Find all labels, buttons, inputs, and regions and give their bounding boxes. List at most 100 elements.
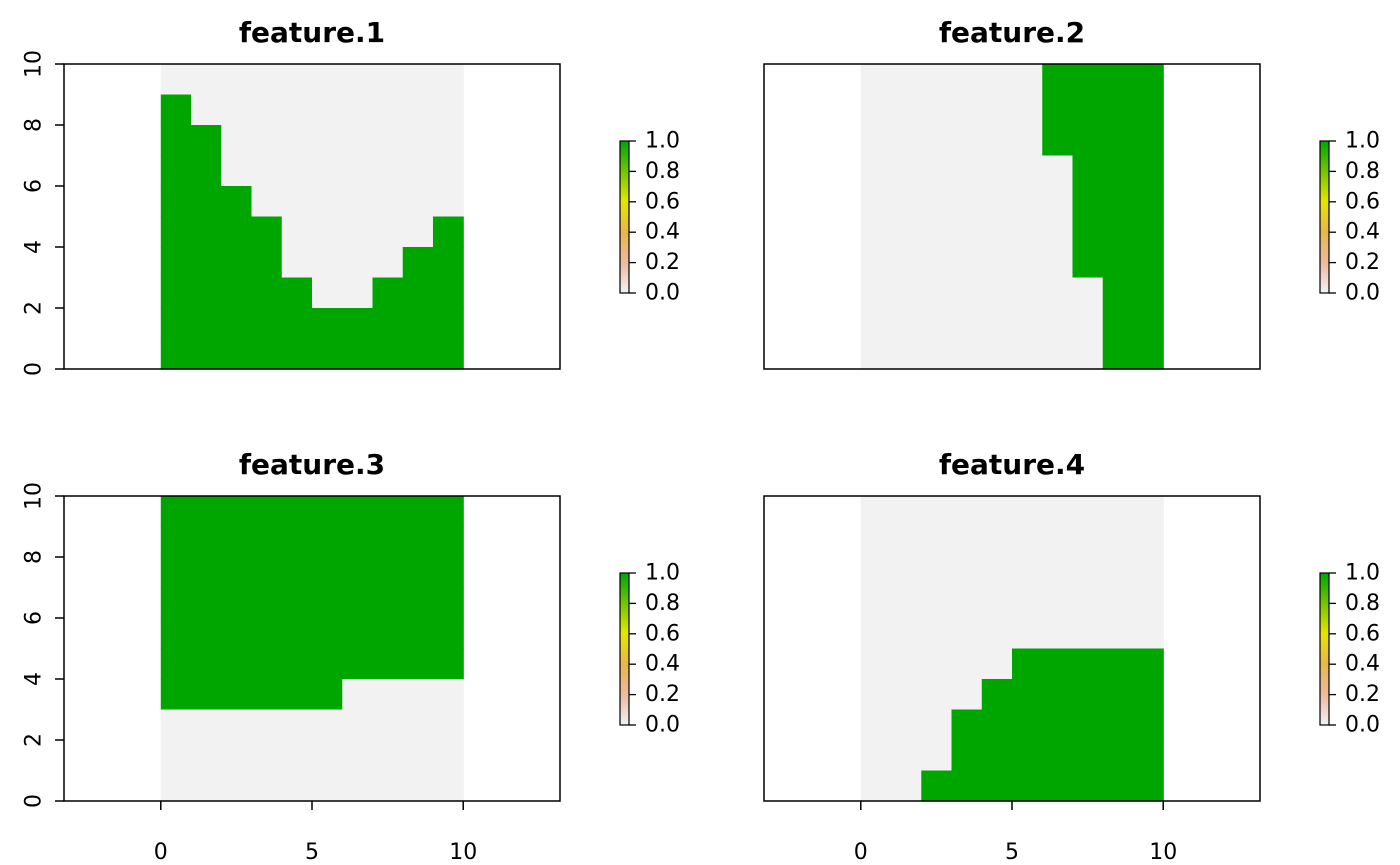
raster-cell — [372, 277, 404, 309]
raster-cell — [342, 94, 374, 126]
legend-label: 0.2 — [1345, 682, 1380, 707]
raster-cell — [191, 496, 222, 528]
raster-cell — [1042, 496, 1074, 528]
legend-colorbar — [1319, 140, 1330, 294]
raster-cell — [1072, 526, 1104, 558]
raster-cell — [951, 587, 983, 619]
raster-cell — [372, 618, 404, 650]
raster-cell — [1102, 496, 1134, 528]
raster-cell — [1042, 125, 1074, 157]
raster-cell — [432, 496, 464, 528]
raster-cell — [981, 277, 1013, 309]
raster-cell — [160, 338, 192, 370]
raster-cell — [432, 308, 464, 340]
raster-cell — [281, 277, 313, 309]
raster-cell — [372, 648, 404, 680]
raster-cell — [860, 125, 892, 157]
legend-label: 0.8 — [1345, 159, 1380, 184]
raster-cell — [860, 496, 892, 528]
raster-cell — [342, 557, 374, 589]
raster-cell — [432, 618, 464, 650]
legend-label: 0.8 — [1345, 591, 1380, 616]
raster-cell — [221, 277, 253, 309]
y-tick-label: 10 — [22, 482, 47, 510]
raster-cell — [191, 186, 222, 218]
raster-cell — [312, 740, 343, 772]
raster-cell — [432, 125, 464, 157]
raster-cell — [251, 247, 283, 279]
raster-cell — [1102, 618, 1134, 650]
raster-cell — [891, 648, 922, 680]
raster-cell — [160, 648, 192, 680]
raster-cell — [1102, 94, 1134, 126]
raster-cell — [312, 277, 343, 309]
raster-cell — [312, 338, 343, 370]
raster-cell — [191, 679, 222, 711]
color-legend: 1.0 0.8 0.6 0.4 0.2 0.0 — [1319, 129, 1380, 306]
raster-cell — [312, 125, 343, 157]
raster-cell — [951, 679, 983, 711]
raster-cell — [372, 740, 404, 772]
raster-cell — [402, 557, 434, 589]
raster-cell — [160, 770, 192, 802]
raster-cell — [312, 526, 343, 558]
raster-cell — [432, 94, 464, 126]
legend-label: 0.6 — [645, 621, 680, 646]
raster-cell — [191, 587, 222, 619]
raster-cell — [981, 557, 1013, 589]
raster-cell — [860, 770, 892, 802]
panel-2: feature.2 1.0 0.8 0.6 0.4 0.2 0.0 — [763, 16, 1380, 370]
raster-cell — [160, 709, 192, 741]
raster-cell — [312, 308, 343, 340]
raster-cell — [251, 155, 283, 187]
raster-cell — [860, 587, 892, 619]
legend-label: 1.0 — [1345, 561, 1380, 586]
raster-cell — [951, 618, 983, 650]
legend-colorbar — [619, 140, 630, 294]
raster-cell — [1042, 94, 1074, 126]
raster-cell — [342, 648, 374, 680]
raster-cell — [312, 587, 343, 619]
raster-cell — [251, 709, 283, 741]
y-axis: 0 2 4 6 8 10 — [22, 50, 64, 376]
raster-cell — [1012, 526, 1043, 558]
raster-cell — [1132, 770, 1164, 802]
raster-cell — [1072, 125, 1104, 157]
raster-cell — [432, 277, 464, 309]
raster-cell — [372, 186, 404, 218]
raster-cell — [1132, 338, 1164, 370]
legend-label: 0.2 — [645, 250, 680, 275]
raster-cell — [981, 247, 1013, 279]
raster-cell — [312, 247, 343, 279]
raster-cell — [860, 186, 892, 218]
panel-3: feature.3 0 2 4 6 8 10 0 5 10 1.0 0.8 0.6 0.4 0.2 0.0 — [22, 448, 681, 865]
raster-cell — [1132, 308, 1164, 340]
raster-cell — [221, 155, 253, 187]
raster-cell — [891, 125, 922, 157]
raster-cell — [221, 526, 253, 558]
raster-cell — [312, 94, 343, 126]
y-tick-label: 4 — [22, 240, 47, 254]
legend-label: 0.6 — [1345, 189, 1380, 214]
raster-cell — [281, 587, 313, 619]
raster-cell — [312, 679, 343, 711]
raster-cell — [1132, 496, 1164, 528]
x-tick-label: 0 — [854, 840, 868, 865]
raster-cell — [402, 526, 434, 558]
raster-cell — [221, 557, 253, 589]
legend-label: 1.0 — [645, 561, 680, 586]
legend-label: 1.0 — [1345, 129, 1380, 154]
raster-cell — [1102, 216, 1134, 248]
raster-cell — [342, 709, 374, 741]
raster-cell — [860, 740, 892, 772]
raster-cell — [191, 64, 222, 96]
raster-cell — [891, 496, 922, 528]
raster-cell — [981, 679, 1013, 711]
raster-cell — [191, 216, 222, 248]
raster-cell — [191, 94, 222, 126]
raster-cell — [921, 587, 953, 619]
raster-cell — [402, 216, 434, 248]
raster-cell — [891, 338, 922, 370]
color-legend: 1.0 0.8 0.6 0.4 0.2 0.0 — [619, 561, 680, 738]
raster-cell — [860, 216, 892, 248]
